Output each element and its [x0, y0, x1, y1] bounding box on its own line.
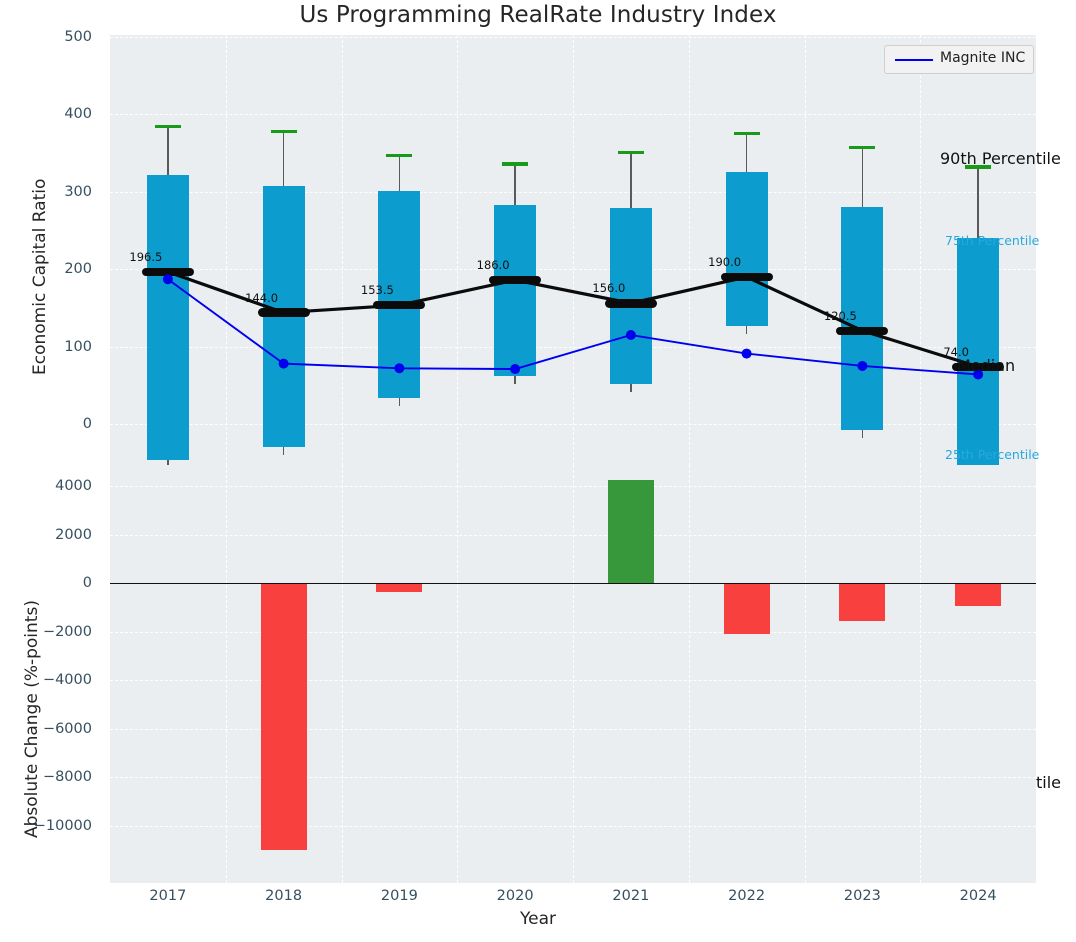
median-value-label: 190.0 [708, 254, 742, 269]
top-vgridline [341, 35, 343, 465]
bottom-vgridline [688, 465, 690, 883]
absolute-change-bar [607, 479, 654, 583]
top-vgridline [688, 35, 690, 465]
annotation-90th-percentile: 90th Percentile [940, 149, 1061, 169]
legend-label-magnite: Magnite INC [940, 50, 1026, 66]
bottom-y-tick-label: 0 [82, 575, 92, 591]
top-vgridline [573, 35, 574, 465]
top-vgridline [920, 35, 922, 465]
bottom-vgridline [225, 465, 227, 883]
x-axis-title: Year [520, 909, 556, 929]
percentile-90-cap [270, 129, 297, 134]
bottom-vgridline [804, 465, 806, 883]
chart-title: Us Programming RealRate Industry Index [299, 2, 777, 28]
median-value-label: 153.5 [360, 283, 394, 298]
x-tick-label: 2019 [380, 888, 418, 904]
bottom-y-tick-label: −4000 [42, 672, 92, 688]
x-tick-label: 2024 [959, 888, 997, 904]
bottom-y-tick-label: −10000 [33, 817, 92, 834]
top-vgridline [804, 35, 806, 465]
median-bar [836, 326, 889, 336]
annotation-clipped-percentile: tile [1036, 773, 1062, 792]
x-tick-label: 2017 [149, 888, 187, 904]
median-value-label: 196.5 [129, 249, 163, 264]
interquartile-box [146, 174, 189, 461]
median-bar [720, 272, 773, 282]
interquartile-box [609, 208, 652, 384]
interquartile-box [494, 204, 537, 376]
top-vgridline [225, 35, 227, 465]
x-tick-label: 2018 [265, 888, 303, 904]
median-value-label: 144.0 [245, 290, 279, 305]
top-y-tick-label: 400 [64, 106, 92, 123]
x-tick-label: 2021 [612, 888, 650, 904]
percentile-90-cap [386, 153, 413, 158]
bottom-y-tick-label: −8000 [42, 769, 92, 785]
percentile-90-cap [617, 150, 644, 154]
median-bar [373, 300, 426, 310]
bottom-vgridline [920, 465, 922, 883]
top-panel-y-axis-title: Economic Capital Ratio [30, 178, 50, 375]
x-tick-label: 2020 [496, 888, 534, 904]
bottom-y-tick-label: 2000 [55, 526, 92, 543]
bottom-vgridline [341, 465, 343, 883]
absolute-change-bar [839, 583, 886, 622]
annotation-75th-percentile: 75th Percentile [945, 233, 1040, 249]
percentile-90-cap [154, 125, 181, 129]
median-value-label: 120.5 [823, 308, 857, 323]
bottom-y-tick-label: −6000 [42, 720, 92, 737]
percentile-90-cap [733, 132, 760, 136]
x-tick-label: 2022 [728, 888, 766, 904]
median-bar [489, 275, 542, 285]
absolute-change-bar [723, 583, 770, 634]
bottom-vgridline [573, 465, 574, 883]
top-y-tick-label: 100 [64, 338, 92, 355]
top-y-tick-label: 300 [64, 183, 92, 200]
zero-baseline [110, 583, 1036, 584]
top-y-tick-label: 500 [64, 29, 92, 45]
median-bar [257, 308, 310, 317]
percentile-90-cap [965, 165, 992, 169]
top-vgridline [457, 35, 459, 465]
bottom-y-tick-label: 4000 [55, 478, 92, 494]
top-y-tick-label: 200 [64, 261, 92, 278]
median-value-label: 186.0 [476, 258, 510, 273]
bottom-y-tick-label: −2000 [42, 623, 92, 640]
legend-box: Magnite INC [884, 45, 1034, 74]
absolute-change-bar [260, 583, 307, 850]
x-tick-label: 2023 [843, 888, 881, 904]
median-bar [604, 299, 657, 308]
bottom-panel-y-axis-title: Absolute Change (%-points) [22, 600, 42, 838]
median-bar [141, 267, 194, 277]
absolute-change-bar [376, 583, 423, 592]
legend-line-icon [895, 59, 933, 61]
top-y-tick-label: 0 [82, 416, 92, 432]
annotation-median: Median [957, 355, 1016, 375]
percentile-90-cap [502, 162, 529, 166]
percentile-90-cap [849, 146, 876, 150]
absolute-change-bar [955, 583, 1002, 607]
bottom-vgridline [457, 465, 459, 883]
annotation-25th-percentile: 25th Percentile [945, 447, 1040, 462]
interquartile-box [725, 172, 768, 327]
median-value-label: 156.0 [592, 281, 626, 296]
